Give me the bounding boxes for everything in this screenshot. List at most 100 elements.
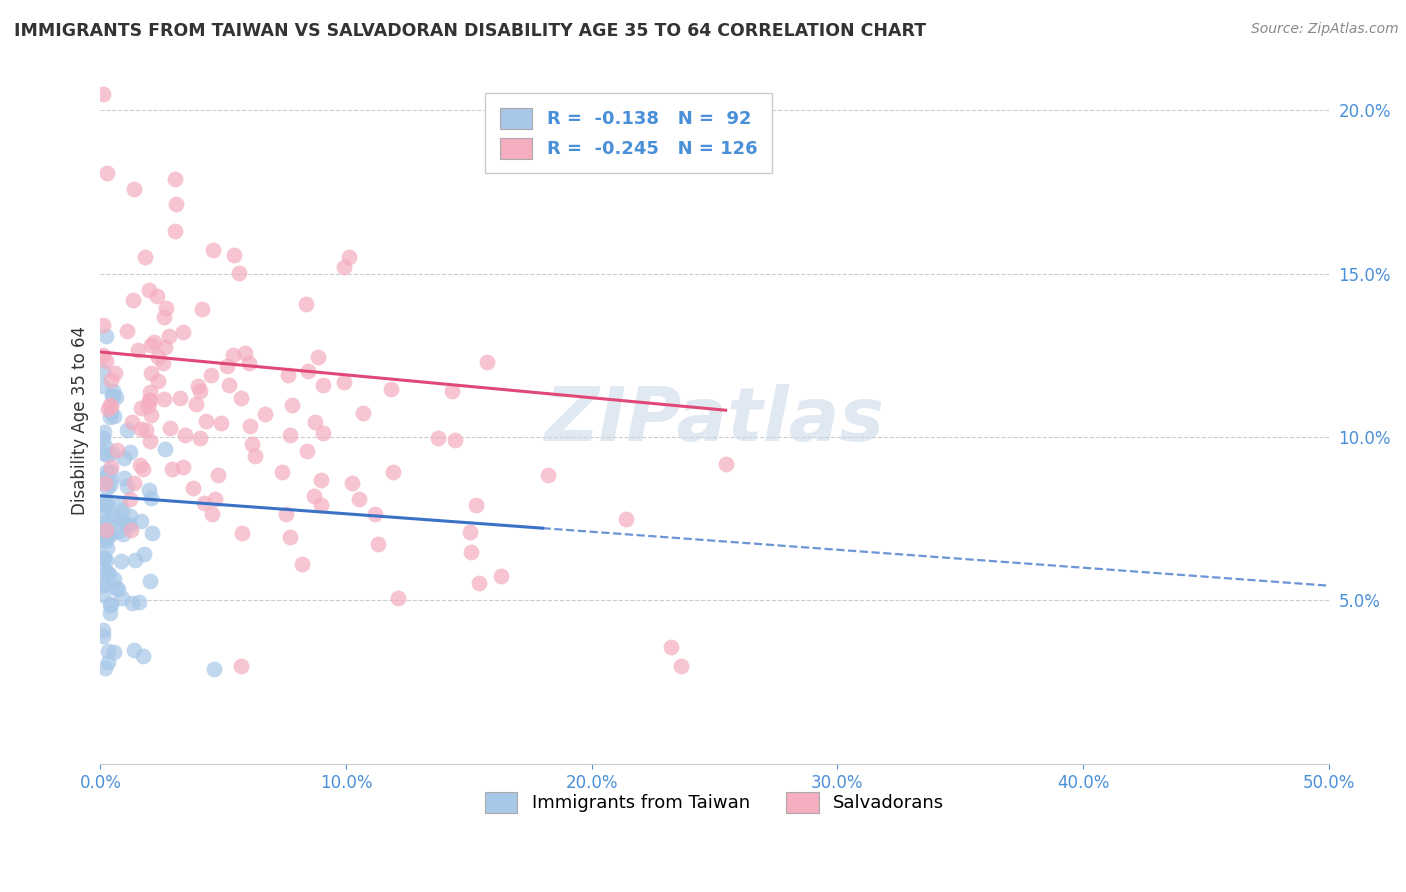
Text: Source: ZipAtlas.com: Source: ZipAtlas.com	[1251, 22, 1399, 37]
Point	[277, 368, 299, 383]
Point	[91, 520, 114, 534]
Point	[309, 498, 332, 512]
Point	[194, 414, 217, 428]
Point	[218, 377, 240, 392]
Point	[201, 507, 224, 521]
Point	[138, 392, 160, 407]
Point	[294, 296, 316, 310]
Point	[202, 662, 225, 676]
Point	[91, 551, 114, 566]
Point	[387, 591, 409, 606]
Point	[146, 289, 169, 303]
Point	[228, 266, 250, 280]
Point	[129, 514, 152, 528]
Point	[132, 462, 155, 476]
Point	[96, 541, 118, 556]
Point	[111, 591, 134, 606]
Point	[118, 517, 141, 532]
Point	[243, 450, 266, 464]
Point	[489, 569, 512, 583]
Point	[97, 655, 120, 669]
Point	[96, 531, 118, 545]
Point	[157, 328, 180, 343]
Point	[172, 460, 194, 475]
Point	[460, 524, 482, 539]
Point	[134, 250, 156, 264]
Point	[153, 392, 176, 406]
Point	[142, 335, 165, 350]
Point	[291, 557, 314, 571]
Point	[295, 443, 318, 458]
Point	[347, 491, 370, 506]
Point	[163, 224, 186, 238]
Point	[141, 525, 163, 540]
Point	[339, 250, 361, 264]
Point	[96, 481, 118, 495]
Point	[238, 356, 260, 370]
Point	[153, 310, 176, 324]
Point	[222, 248, 245, 262]
Point	[100, 597, 122, 611]
Point	[381, 465, 404, 479]
Point	[229, 658, 252, 673]
Point	[121, 596, 143, 610]
Point	[136, 400, 159, 414]
Point	[128, 595, 150, 609]
Point	[276, 508, 298, 522]
Point	[101, 384, 124, 398]
Point	[115, 518, 138, 533]
Point	[155, 442, 177, 457]
Point	[94, 523, 117, 537]
Point	[120, 509, 142, 524]
Point	[91, 364, 114, 378]
Point	[103, 509, 125, 524]
Point	[100, 459, 122, 474]
Point	[132, 649, 155, 664]
Point	[426, 431, 449, 445]
Point	[188, 384, 211, 399]
Point	[103, 645, 125, 659]
Point	[278, 530, 301, 544]
Point	[352, 406, 374, 420]
Point	[169, 391, 191, 405]
Point	[233, 346, 256, 360]
Point	[537, 468, 560, 483]
Point	[98, 398, 121, 412]
Point	[312, 377, 335, 392]
Point	[302, 489, 325, 503]
Point	[91, 520, 114, 534]
Point	[231, 391, 253, 405]
Point	[671, 658, 693, 673]
Point	[475, 354, 498, 368]
Point	[96, 354, 118, 368]
Point	[159, 421, 181, 435]
Point	[172, 325, 194, 339]
Point	[98, 606, 121, 620]
Point	[110, 554, 132, 568]
Point	[94, 329, 117, 343]
Point	[100, 399, 122, 413]
Point	[186, 397, 208, 411]
Point	[94, 476, 117, 491]
Point	[94, 529, 117, 543]
Text: ZIPatlas: ZIPatlas	[544, 384, 884, 457]
Point	[122, 182, 145, 196]
Point	[94, 534, 117, 549]
Point	[141, 338, 163, 352]
Point	[204, 491, 226, 506]
Point	[367, 537, 389, 551]
Point	[100, 405, 122, 419]
Point	[333, 376, 356, 390]
Point	[152, 356, 174, 370]
Legend: Immigrants from Taiwan, Salvadorans: Immigrants from Taiwan, Salvadorans	[474, 780, 955, 823]
Point	[100, 445, 122, 459]
Point	[138, 483, 160, 498]
Point	[96, 514, 118, 528]
Point	[138, 574, 160, 588]
Point	[94, 525, 117, 540]
Point	[280, 428, 302, 442]
Point	[112, 450, 135, 465]
Point	[100, 464, 122, 478]
Point	[91, 529, 114, 543]
Point	[107, 582, 129, 596]
